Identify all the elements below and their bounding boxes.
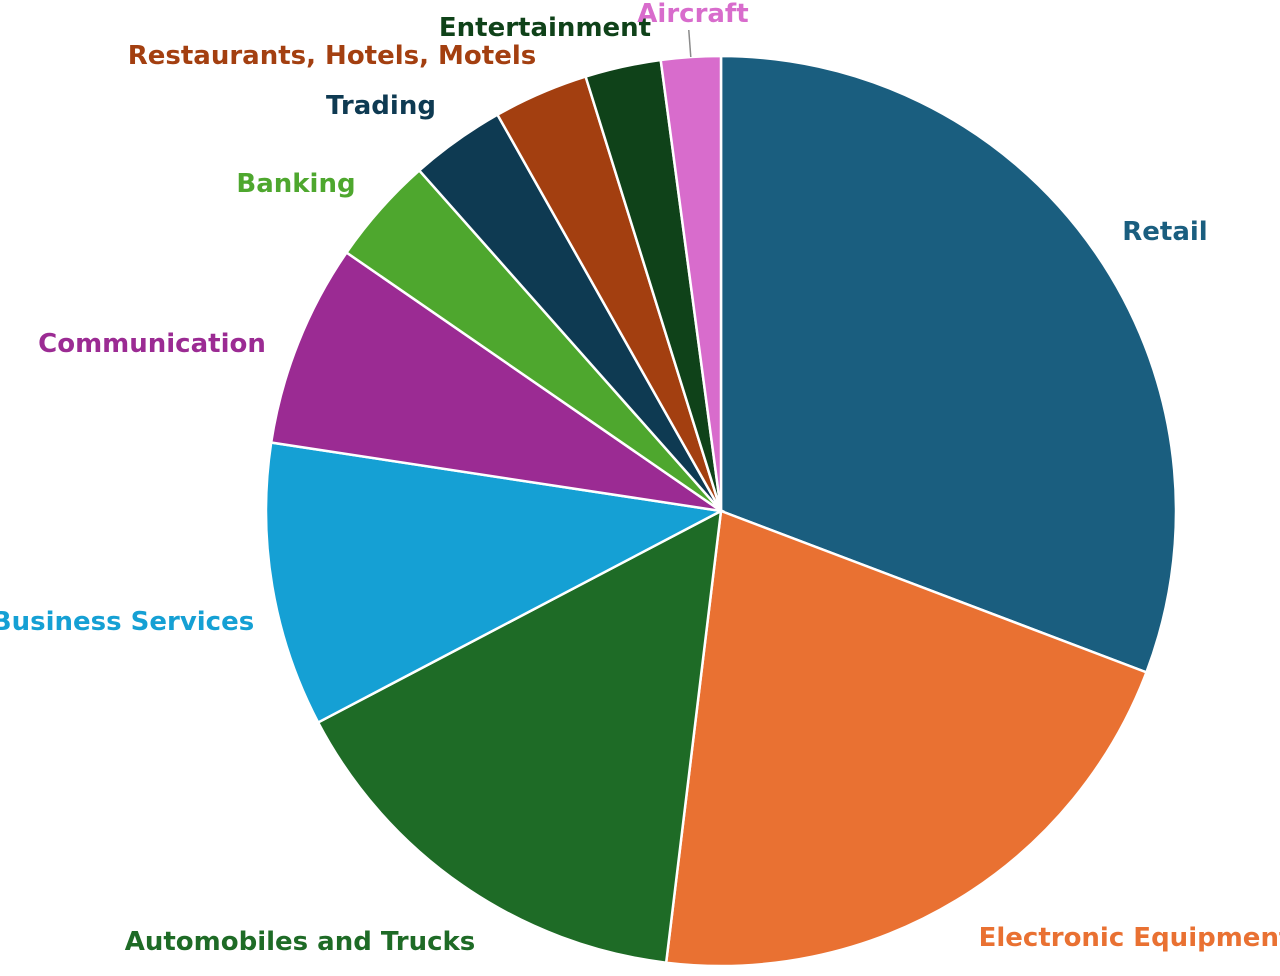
- slice-aircraft: [659, 54, 723, 512]
- pie-slices: [264, 54, 1178, 968]
- slice-business-services: [264, 441, 725, 725]
- slice-communication: [269, 250, 722, 513]
- leader-lines: [688, 29, 692, 58]
- label-trading: Trading: [326, 91, 436, 121]
- label-entertainment: Entertainment: [439, 13, 651, 43]
- label-business-services: Business Services: [0, 607, 254, 637]
- label-restaurants-hotels-motels: Restaurants, Hotels, Motels: [128, 41, 537, 71]
- label-automobiles-and-trucks: Automobiles and Trucks: [125, 927, 476, 957]
- leader-aircraft: [688, 29, 692, 58]
- label-retail: Retail: [1122, 217, 1207, 247]
- slice-electronic-equipment: [664, 509, 1149, 968]
- slice-automobiles-and-trucks: [316, 508, 723, 965]
- slice-retail: [719, 54, 1178, 674]
- label-communication: Communication: [38, 329, 266, 359]
- label-banking: Banking: [236, 169, 355, 199]
- label-aircraft: Aircraft: [637, 0, 748, 29]
- label-electronic-equipment: Electronic Equipment: [979, 923, 1280, 953]
